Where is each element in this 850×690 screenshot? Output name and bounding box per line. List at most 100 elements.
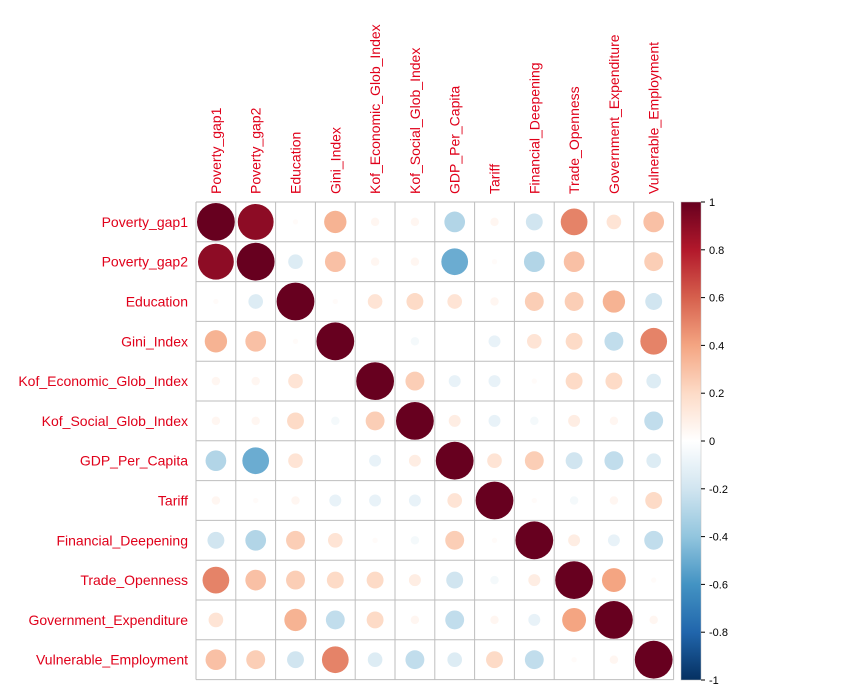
column-label: Government_Expenditure bbox=[606, 34, 622, 194]
column-label: Trade_Openness bbox=[566, 86, 582, 194]
correlation-circle bbox=[211, 416, 221, 426]
correlation-circle bbox=[604, 451, 624, 471]
correlation-circle bbox=[563, 251, 585, 273]
correlation-circle bbox=[410, 337, 420, 346]
correlation-circle bbox=[292, 338, 299, 344]
colorbar-tick-label: -0.8 bbox=[709, 627, 728, 639]
correlation-circle bbox=[367, 652, 383, 668]
correlation-circle bbox=[205, 649, 227, 671]
correlation-circle bbox=[287, 412, 304, 430]
correlation-circle bbox=[288, 254, 303, 270]
correlation-circle bbox=[366, 571, 384, 589]
correlation-circle bbox=[405, 650, 425, 670]
correlation-circle bbox=[609, 496, 619, 505]
column-label: GDP_Per_Capita bbox=[447, 86, 463, 194]
correlation-circle bbox=[396, 402, 434, 440]
colorbar-tick-label: 1 bbox=[709, 197, 715, 209]
correlation-circle bbox=[253, 497, 259, 504]
row-label: Kof_Economic_Glob_Index bbox=[18, 373, 188, 389]
row-label: Government_Expenditure bbox=[28, 612, 188, 628]
row-label: Poverty_gap1 bbox=[102, 214, 189, 230]
column-label: Gini_Index bbox=[327, 127, 343, 194]
correlation-circle bbox=[602, 290, 626, 313]
column-label: Tariff bbox=[487, 164, 503, 194]
colorbar: 1 0.8 0.6 0.4 0.2 0 -0.2 -0.4 -0.6 -0.8 -1 bbox=[680, 197, 728, 687]
correlation-circle bbox=[286, 570, 305, 590]
correlation-circle bbox=[246, 650, 266, 670]
correlation-circle bbox=[525, 213, 543, 231]
correlation-circle bbox=[292, 219, 299, 225]
row-label: Poverty_gap2 bbox=[102, 254, 189, 270]
correlation-circle bbox=[607, 534, 620, 547]
correlation-circle bbox=[446, 571, 464, 589]
correlation-circle bbox=[369, 494, 382, 507]
correlation-circle bbox=[568, 534, 581, 547]
correlation-circle bbox=[365, 411, 385, 431]
row-label: Trade_Openness bbox=[80, 572, 188, 588]
column-label: Vulnerable_Employment bbox=[646, 42, 662, 194]
correlation-circle bbox=[405, 371, 425, 391]
correlation-circle bbox=[326, 571, 344, 589]
correlation-circle bbox=[595, 601, 633, 639]
colorbar-tick-label: 0.4 bbox=[709, 340, 724, 352]
colorbar-tick-label: 0.2 bbox=[709, 388, 724, 400]
colorbar-tick-label: -0.4 bbox=[709, 532, 728, 544]
correlation-circle bbox=[211, 496, 221, 505]
correlation-circle bbox=[207, 531, 225, 549]
correlation-circle bbox=[245, 330, 267, 352]
correlation-circle bbox=[490, 615, 499, 625]
row-label: Financial_Deepening bbox=[56, 532, 188, 548]
grid bbox=[195, 201, 675, 681]
correlation-circle bbox=[448, 414, 461, 427]
correlation-circle bbox=[604, 331, 624, 351]
correlation-circle bbox=[605, 372, 623, 390]
correlation-circle bbox=[208, 612, 224, 628]
correlation-circle bbox=[564, 292, 584, 311]
correlation-circle bbox=[245, 569, 267, 591]
correlation-circle bbox=[486, 651, 503, 669]
correlation-circle bbox=[236, 242, 275, 281]
colorbar-tick-label: -0.2 bbox=[709, 484, 728, 496]
row-labels: Poverty_gap1 Poverty_gap2 Education Gini_In… bbox=[18, 214, 188, 668]
correlation-circle bbox=[204, 330, 228, 353]
correlation-circle bbox=[242, 447, 270, 475]
colorbar-tick-label: 0 bbox=[709, 436, 715, 448]
correlation-circle bbox=[435, 441, 474, 480]
correlation-circle bbox=[331, 416, 340, 426]
correlation-circle bbox=[562, 607, 587, 632]
correlation-circle bbox=[526, 333, 542, 349]
correlation-circle bbox=[609, 655, 619, 664]
correlation-circle bbox=[444, 211, 466, 233]
correlation-circle bbox=[448, 375, 461, 388]
correlation-circle bbox=[565, 332, 583, 350]
correlation-circle bbox=[447, 493, 463, 508]
correlation-circle bbox=[211, 376, 221, 386]
correlation-circle bbox=[515, 521, 554, 560]
correlation-circle bbox=[369, 454, 382, 467]
correlation-circle bbox=[288, 453, 303, 469]
correlation-circle bbox=[560, 208, 588, 236]
column-label: Kof_Social_Glob_Index bbox=[407, 48, 423, 194]
correlation-circle bbox=[372, 537, 378, 543]
colorbar-tick-label: -1 bbox=[709, 675, 719, 687]
correlation-circle bbox=[528, 613, 541, 626]
correlation-circle bbox=[284, 608, 307, 632]
correlation-circle bbox=[408, 494, 421, 507]
correlation-circle bbox=[524, 292, 544, 311]
correlation-circle bbox=[609, 416, 619, 426]
correlation-circle bbox=[568, 414, 581, 427]
correlation-circle bbox=[640, 327, 668, 355]
correlation-circle bbox=[410, 217, 420, 227]
correlation-circle bbox=[491, 537, 498, 543]
correlation-circle bbox=[490, 297, 499, 306]
correlation-circle bbox=[447, 652, 463, 668]
correlation-circle bbox=[651, 577, 657, 583]
colorbar-tick-label: -0.6 bbox=[709, 579, 728, 591]
correlation-circle bbox=[248, 294, 264, 309]
colorbar-tick-label: 0.8 bbox=[709, 245, 724, 257]
correlation-circle bbox=[197, 203, 235, 241]
correlation-circle bbox=[332, 298, 338, 305]
correlation-circle bbox=[370, 257, 380, 266]
correlation-circle bbox=[245, 529, 267, 551]
